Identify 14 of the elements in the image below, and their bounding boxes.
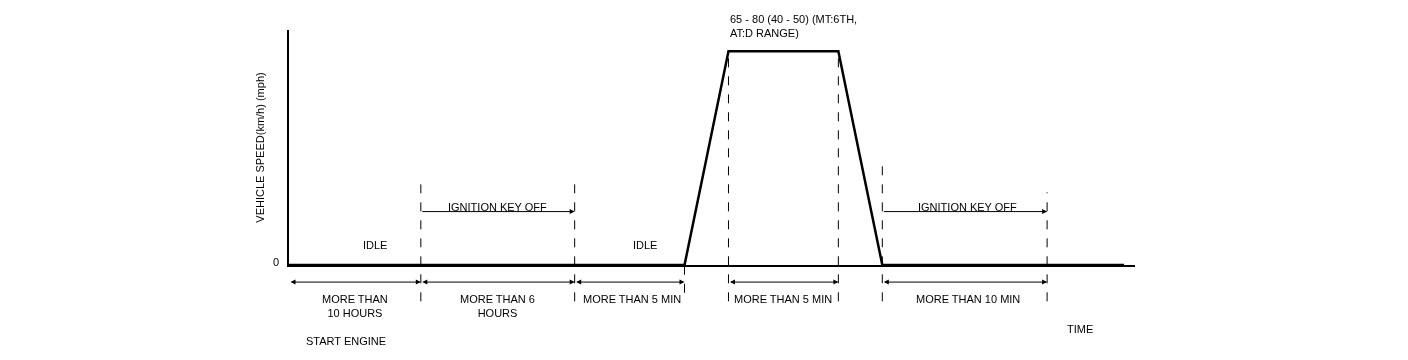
text: MORE THAN 10 MIN xyxy=(916,293,1021,305)
annotation: IDLE xyxy=(633,239,658,251)
y-axis-title: VEHICLE SPEED(km/h) (mph) xyxy=(254,72,267,223)
text: MORE THAN 10 HOURS xyxy=(322,293,388,320)
text: 0 xyxy=(273,256,280,268)
text: MORE THAN 5 MIN xyxy=(734,293,833,305)
annotation: IGNITION KEY OFF xyxy=(448,201,548,213)
annotation: IGNITION KEY OFF xyxy=(918,201,1018,213)
text: TIME xyxy=(1067,323,1094,335)
text: MORE THAN 6 HOURS xyxy=(460,293,535,320)
text: 65 - 80 (40 - 50) (MT:6TH, AT:D RANGE) xyxy=(730,13,858,40)
text: START ENGINE xyxy=(306,335,387,347)
text: MORE THAN 5 MIN xyxy=(583,293,682,305)
annotation: IDLE xyxy=(363,239,388,251)
